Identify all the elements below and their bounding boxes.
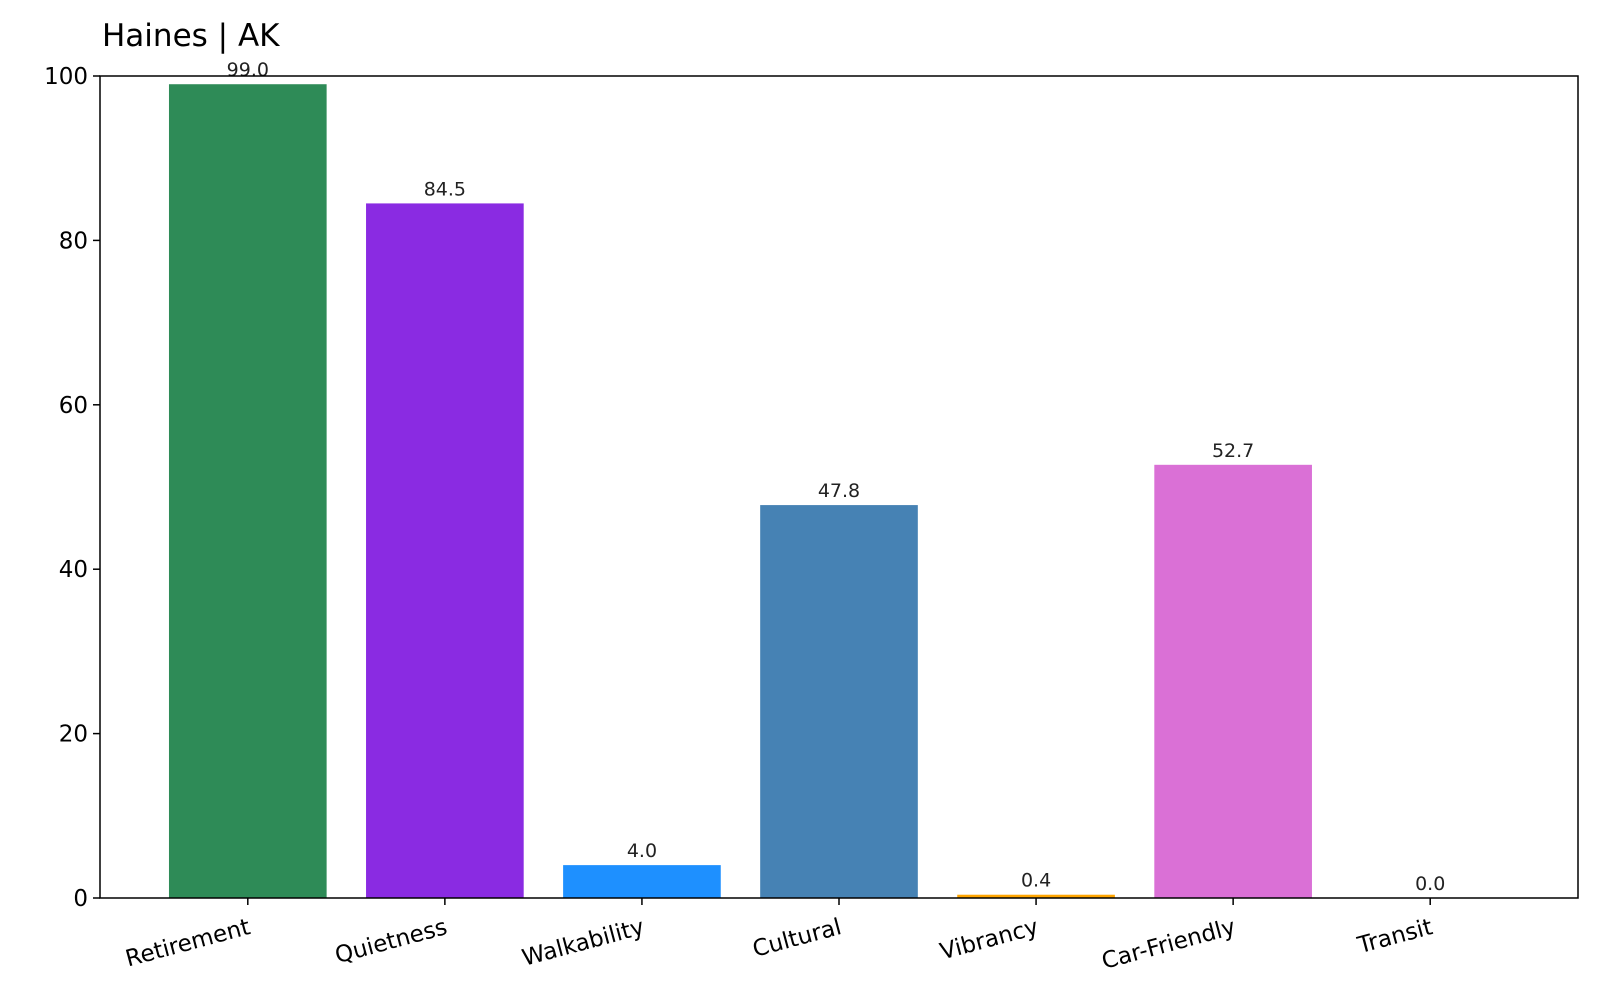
value-label: 99.0 (227, 59, 269, 81)
bar (563, 865, 721, 898)
x-tick-label: Car-Friendly (1099, 914, 1238, 975)
x-tick-label: Retirement (123, 914, 253, 972)
plot-frame (99, 75, 1579, 899)
y-tick-label: 60 (59, 393, 88, 419)
x-tick-label: Quietness (332, 914, 450, 969)
bar (168, 84, 327, 899)
x-tick-label: Transit (1354, 914, 1435, 959)
value-label: 0.4 (1021, 870, 1051, 892)
value-label: 4.0 (627, 840, 657, 862)
bar (957, 894, 1115, 898)
y-tick-label: 100 (44, 64, 88, 90)
x-tick-label: Walkability (519, 914, 647, 972)
x-tick-label: Cultural (750, 914, 844, 963)
value-label: 0.0 (1415, 873, 1445, 895)
y-tick-label: 20 (59, 722, 88, 748)
y-tick-label: 80 (59, 228, 88, 254)
bar (1154, 464, 1312, 898)
value-label: 47.8 (818, 480, 860, 502)
value-label: 52.7 (1212, 440, 1254, 462)
bar (760, 505, 918, 898)
y-tick-label: 0 (73, 886, 88, 912)
chart-title: Haines | AK (102, 18, 280, 54)
bar (366, 203, 524, 898)
value-label: 84.5 (424, 178, 466, 200)
x-tick-label: Vibrancy (937, 914, 1041, 965)
y-tick-label: 40 (59, 557, 88, 583)
